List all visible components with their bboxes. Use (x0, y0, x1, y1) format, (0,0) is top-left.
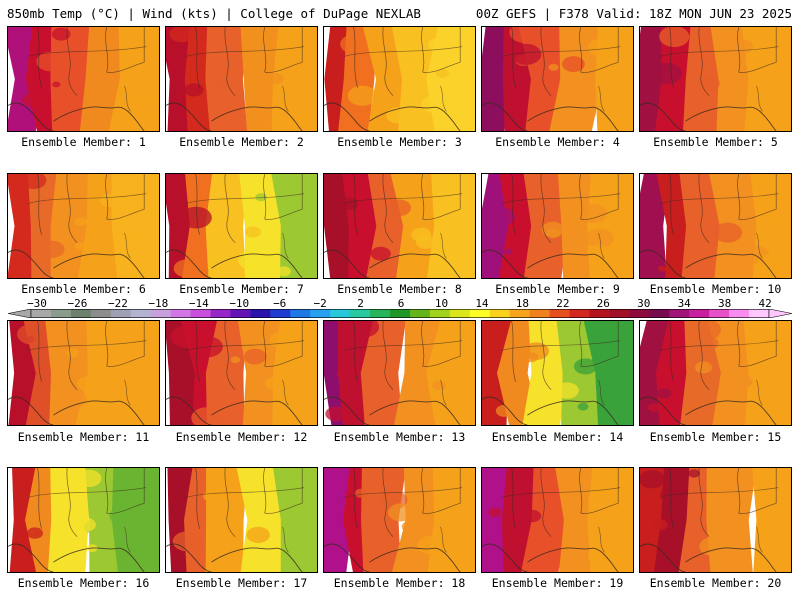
member-map-7 (165, 173, 318, 279)
run-valid-time: 00Z GEFS | F378 Valid: 18Z MON JUN 23 20… (475, 6, 792, 21)
member-caption: Ensemble Member: 4 (495, 135, 620, 149)
member-map-16 (7, 467, 160, 573)
temperature-field (324, 174, 475, 278)
temperature-field (8, 174, 159, 278)
member-map-10 (639, 173, 792, 279)
member-map-9 (481, 173, 634, 279)
member-caption: Ensemble Member: 3 (337, 135, 462, 149)
member-map-19 (481, 467, 634, 573)
colorbar-tick-label: 18 (515, 297, 530, 310)
member-caption: Ensemble Member: 18 (333, 576, 466, 590)
member-caption: Ensemble Member: 9 (495, 282, 620, 296)
temperature-field (640, 321, 791, 425)
member-caption: Ensemble Member: 2 (179, 135, 304, 149)
temperature-field (8, 468, 159, 572)
colorbar-tick-label: 22 (556, 297, 570, 310)
member-caption: Ensemble Member: 17 (175, 576, 308, 590)
member-caption: Ensemble Member: 6 (21, 282, 146, 296)
member-map-11 (7, 320, 160, 426)
member-caption: Ensemble Member: 20 (649, 576, 782, 590)
member-map-12 (165, 320, 318, 426)
colorbar-tick-label: −22 (107, 297, 128, 310)
member-map-17 (165, 467, 318, 573)
colorbar-tick-label: 10 (434, 297, 449, 310)
member-caption: Ensemble Member: 15 (649, 430, 782, 444)
member-caption: Ensemble Member: 19 (491, 576, 624, 590)
temperature-field (324, 321, 475, 425)
member-map-18 (323, 467, 476, 573)
colorbar-tick-label: 42 (758, 297, 772, 310)
member-caption: Ensemble Member: 1 (21, 135, 146, 149)
member-map-1 (7, 26, 160, 132)
member-map-4 (481, 26, 634, 132)
colorbar (8, 309, 792, 318)
colorbar-tick-label: −18 (148, 297, 169, 310)
member-map-8 (323, 173, 476, 279)
member-caption: Ensemble Member: 11 (17, 430, 150, 444)
colorbar-tick-label: 2 (357, 297, 364, 310)
member-map-6 (7, 173, 160, 279)
temperature-field (8, 321, 159, 425)
member-caption: Ensemble Member: 10 (649, 282, 782, 296)
member-map-13 (323, 320, 476, 426)
temperature-field (8, 27, 159, 131)
member-caption: Ensemble Member: 7 (179, 282, 304, 296)
temperature-field (640, 468, 791, 572)
temperature-field (324, 468, 475, 572)
temperature-field (482, 321, 633, 425)
colorbar-tick-label: −30 (27, 297, 47, 310)
temperature-field (166, 174, 317, 278)
member-map-5 (639, 26, 792, 132)
temperature-field (166, 321, 317, 425)
colorbar-tick-label: 38 (718, 297, 732, 310)
member-map-3 (323, 26, 476, 132)
member-caption: Ensemble Member: 13 (333, 430, 466, 444)
colorbar-tick-label: −2 (313, 297, 327, 310)
temperature-field (482, 468, 633, 572)
member-map-20 (639, 467, 792, 573)
colorbar-tick-label: 26 (596, 297, 610, 310)
temperature-field (166, 468, 317, 572)
temperature-field (482, 174, 633, 278)
member-map-2 (165, 26, 318, 132)
colorbar-tick-label: 34 (677, 297, 691, 310)
member-map-15 (639, 320, 792, 426)
temperature-field (640, 174, 791, 278)
chart-title: 850mb Temp (°C) | Wind (kts) | College o… (7, 6, 421, 21)
colorbar-graphic (8, 309, 792, 318)
member-caption: Ensemble Member: 14 (491, 430, 624, 444)
colorbar-tick-label: 14 (475, 297, 489, 310)
member-map-14 (481, 320, 634, 426)
temperature-field (324, 27, 475, 131)
temperature-field (640, 27, 791, 131)
temperature-field (482, 27, 633, 131)
colorbar-tick-label: −6 (273, 297, 287, 310)
colorbar-tick-label: −10 (229, 297, 250, 310)
member-caption: Ensemble Member: 5 (653, 135, 778, 149)
colorbar-tick-label: −26 (67, 297, 88, 310)
member-caption: Ensemble Member: 8 (337, 282, 462, 296)
colorbar-tick-label: −14 (188, 297, 209, 310)
colorbar-tick-label: 30 (637, 297, 651, 310)
colorbar-tick-label: 6 (397, 297, 405, 310)
temperature-field (166, 27, 317, 131)
member-caption: Ensemble Member: 16 (17, 576, 150, 590)
member-caption: Ensemble Member: 12 (175, 430, 308, 444)
